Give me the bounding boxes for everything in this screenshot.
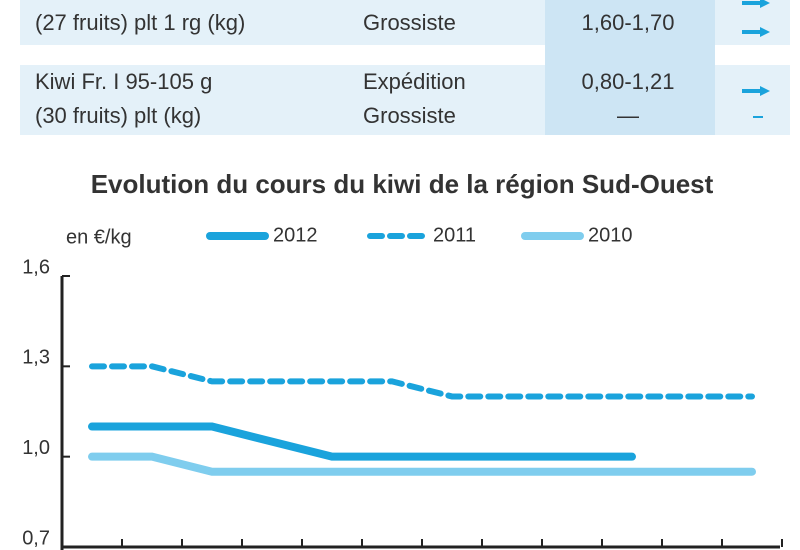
y-tick-label: 1,6 [22,256,50,278]
stage: Grossiste [363,10,456,35]
table-cell-bg [310,65,545,135]
trend-arrows [742,0,770,118]
product: (27 fruits) plt 1 rg (kg) [35,10,245,35]
chart-title: Evolution du cours du kiwi de la région … [91,169,714,199]
product: Kiwi Fr. I 95-105 g [35,69,212,94]
price: 0,80-1,21 [582,69,675,94]
table-cell-bg [715,0,790,45]
table-cell-bg [20,65,310,135]
y-tick-label: 1,0 [22,437,50,459]
table-cell-bg [545,0,715,45]
series-line [88,452,756,476]
price: 1,60-1,70 [582,10,675,35]
y-axis-label: en €/kg [66,226,132,248]
price: — [617,103,639,128]
y-tick-label: 1,3 [22,347,50,369]
y-tick-label: 0,7 [22,527,50,549]
series-line [88,422,636,461]
stage: Expédition [363,69,466,94]
legend-label: 2012 [273,224,318,246]
product: (30 fruits) plt (kg) [35,103,201,128]
stage: Grossiste [363,103,456,128]
table-cell-bg [20,0,310,45]
table-cell-bg [545,45,715,135]
table-cell-bg [310,0,545,45]
series-line [89,363,755,400]
legend-label: 2011 [433,224,476,246]
legend-label: 2010 [588,224,633,246]
table-cell-bg [715,65,790,135]
